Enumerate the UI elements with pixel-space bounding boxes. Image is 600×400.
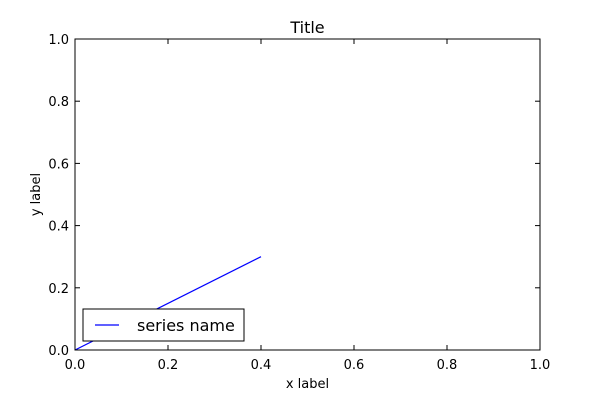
tick-layer: 0.0 0.2 0.4 0.6 0.8 1.0 0.0 0.2 0.4 0.6 0.8 1.0 bbox=[48, 33, 550, 373]
y-tick-label: 0.6 bbox=[48, 157, 69, 172]
x-tick-label: 1.0 bbox=[530, 358, 551, 373]
y-tick-label: 0.0 bbox=[48, 344, 69, 359]
y-tick-label: 0.4 bbox=[48, 220, 69, 235]
x-tick-label: 0.4 bbox=[251, 358, 272, 373]
y-axis-title: y label bbox=[29, 173, 44, 216]
x-tick-label: 0.8 bbox=[437, 358, 458, 373]
x-tick-label: 0.6 bbox=[344, 358, 365, 373]
legend-label: series name bbox=[137, 316, 235, 335]
y-tick-label: 0.8 bbox=[48, 95, 69, 110]
axes-frame bbox=[74, 38, 541, 351]
y-tick-label: 0.2 bbox=[48, 282, 69, 297]
legend: series name bbox=[82, 308, 245, 342]
plot-area bbox=[75, 39, 540, 350]
chart-title: Title bbox=[289, 18, 324, 37]
x-tick-label: 0.0 bbox=[65, 358, 86, 373]
y-tick-label: 1.0 bbox=[48, 33, 69, 48]
x-axis-title: x label bbox=[286, 377, 329, 392]
x-tick-label: 0.2 bbox=[158, 358, 179, 373]
